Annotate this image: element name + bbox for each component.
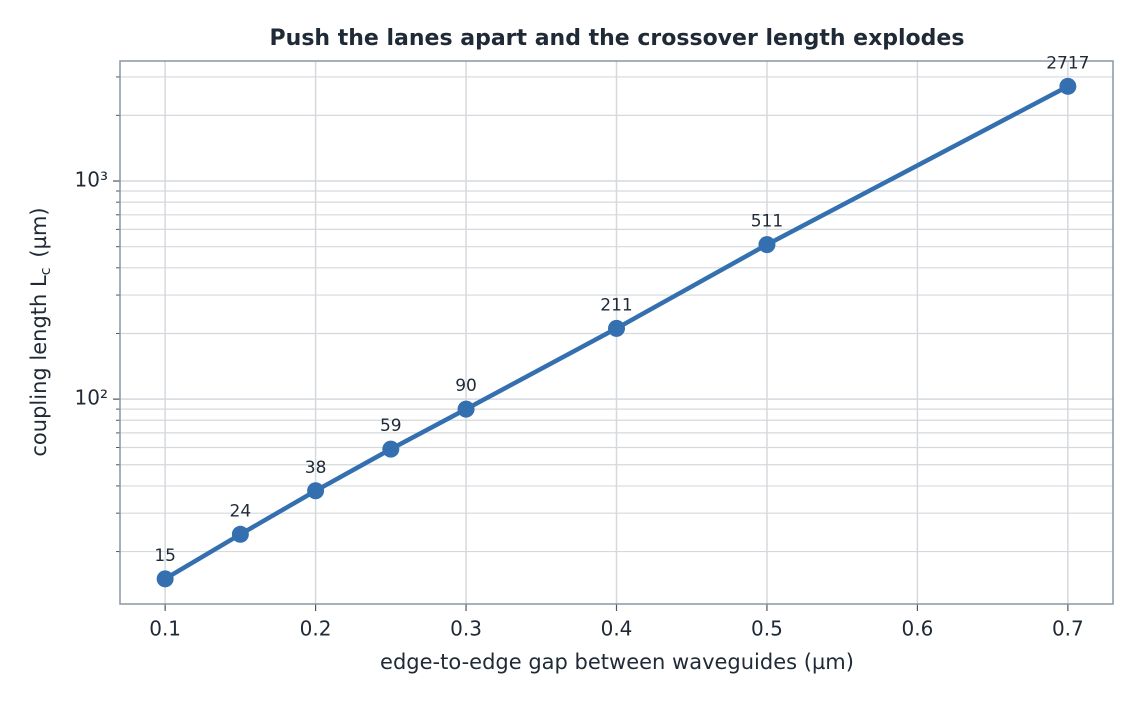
chart-title: Push the lanes apart and the crossover l… (270, 26, 965, 51)
x-tick-label: 0.7 (1052, 617, 1084, 641)
data-label: 24 (230, 501, 252, 521)
data-label: 59 (380, 416, 402, 436)
data-label: 211 (600, 295, 632, 315)
data-point (457, 400, 475, 418)
data-label: 38 (305, 458, 327, 478)
data-point (156, 570, 174, 588)
x-tick-label: 0.3 (450, 617, 482, 641)
y-axis-label: coupling length Lc (µm) (27, 207, 54, 456)
x-tick-label: 0.6 (902, 617, 934, 641)
y-tick-label: 10³ (75, 168, 108, 192)
data-label: 511 (751, 212, 783, 232)
y-label-sub: c (38, 268, 54, 276)
data-point (758, 236, 776, 254)
data-point (382, 440, 400, 458)
x-tick-label: 0.5 (751, 617, 783, 641)
y-label-unit: (µm) (27, 207, 51, 257)
plot-frame (119, 60, 1114, 605)
data-label: 2717 (1046, 53, 1089, 73)
data-label: 90 (455, 376, 477, 396)
data-point (608, 319, 625, 337)
data-line (163, 84, 1069, 581)
x-tick-label: 0.2 (300, 617, 332, 641)
y-label-main: coupling length L (27, 275, 51, 457)
x-tick-label: 0.1 (149, 617, 181, 641)
x-axis-label: edge-to-edge gap between waveguides (µm) (380, 650, 854, 674)
data-point (307, 482, 325, 500)
y-tick-label: 10² (75, 386, 108, 410)
data-label: 15 (154, 546, 176, 566)
data-point (231, 525, 249, 543)
data-point (1059, 77, 1077, 95)
x-tick-label: 0.4 (601, 617, 633, 641)
